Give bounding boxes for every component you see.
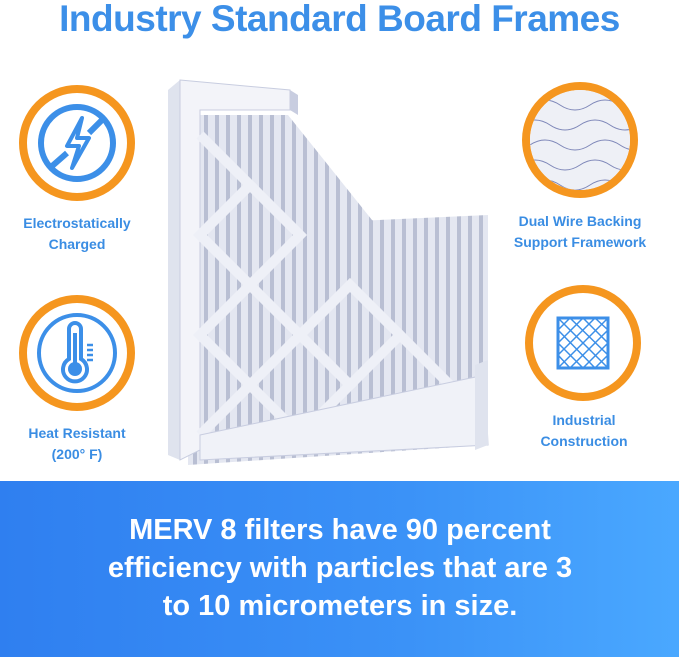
- label-line: Support Framework: [513, 234, 647, 250]
- label-line: Charged: [48, 236, 106, 252]
- feature-label-wire-backing: Dual Wire Backing Support Framework: [490, 211, 670, 253]
- label-line: Heat Resistant: [28, 425, 126, 441]
- banner-text: MERV 8 filters have 90 percent efficienc…: [60, 511, 620, 625]
- industrial-icon-ring: [525, 285, 641, 401]
- heat-icon-ring: [19, 295, 135, 411]
- label-line: Construction: [540, 433, 628, 449]
- wire-mesh-photo: [530, 90, 630, 190]
- label-line: Dual Wire Backing: [518, 213, 642, 229]
- info-banner: MERV 8 filters have 90 percent efficienc…: [0, 481, 679, 657]
- banner-line: MERV 8 filters have 90 percent: [129, 514, 551, 546]
- banner-line: to 10 micrometers in size.: [162, 590, 518, 622]
- label-line: (200° F): [51, 446, 103, 462]
- feature-label-heat: Heat Resistant (200° F): [0, 423, 167, 465]
- air-filter-illustration: [168, 79, 489, 465]
- label-line: Industrial: [552, 412, 616, 428]
- wire-backing-ring: [522, 82, 638, 198]
- electrostatic-icon-ring: [19, 85, 135, 201]
- grid-frame-icon: [556, 316, 610, 370]
- label-line: Electrostatically: [23, 215, 131, 231]
- no-static-bolt-icon: [38, 104, 116, 182]
- feature-label-industrial: Industrial Construction: [494, 410, 674, 452]
- feature-label-electrostatic: Electrostatically Charged: [0, 213, 167, 255]
- banner-line: efficiency with particles that are 3: [107, 552, 573, 584]
- page-title: Industry Standard Board Frames: [59, 0, 620, 39]
- thermometer-icon: [37, 313, 117, 393]
